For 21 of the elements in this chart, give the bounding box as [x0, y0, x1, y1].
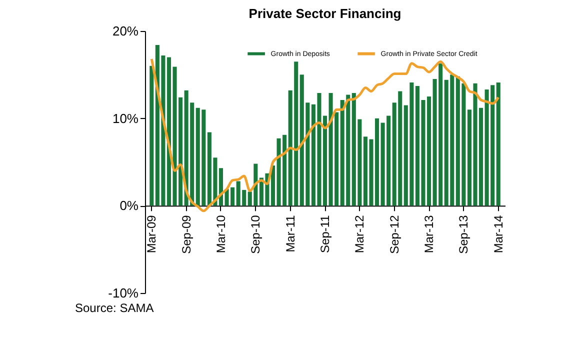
source-note: Source: SAMA	[75, 301, 154, 315]
y-tick-label: 0%	[120, 198, 139, 214]
line-series	[150, 58, 500, 212]
x-tick-label: Mar-13	[422, 214, 436, 254]
bar	[150, 66, 154, 206]
x-tick-label: Sep-10	[248, 214, 263, 254]
x-tick-label: Sep-12	[387, 214, 402, 254]
x-tick-label: Mar-11	[283, 214, 298, 252]
x-tick-label: Sep-09	[179, 214, 194, 254]
bar	[496, 82, 500, 206]
x-tick-label: Sep-13	[456, 214, 471, 254]
y-tick-label: 10%	[112, 110, 139, 126]
x-tick-label: Mar-12	[352, 214, 367, 254]
chart-title: Private Sector Financing	[248, 6, 402, 21]
x-tick-label: Mar-10	[214, 214, 228, 254]
x-tick-label: Sep-11	[318, 214, 332, 253]
x-tick-label: Mar-14	[491, 214, 506, 254]
x-tick-label: Mar-09	[144, 214, 159, 254]
y-tick-label: -10%	[108, 286, 139, 300]
y-tick-label: 20%	[112, 24, 139, 38]
bar	[322, 116, 328, 206]
